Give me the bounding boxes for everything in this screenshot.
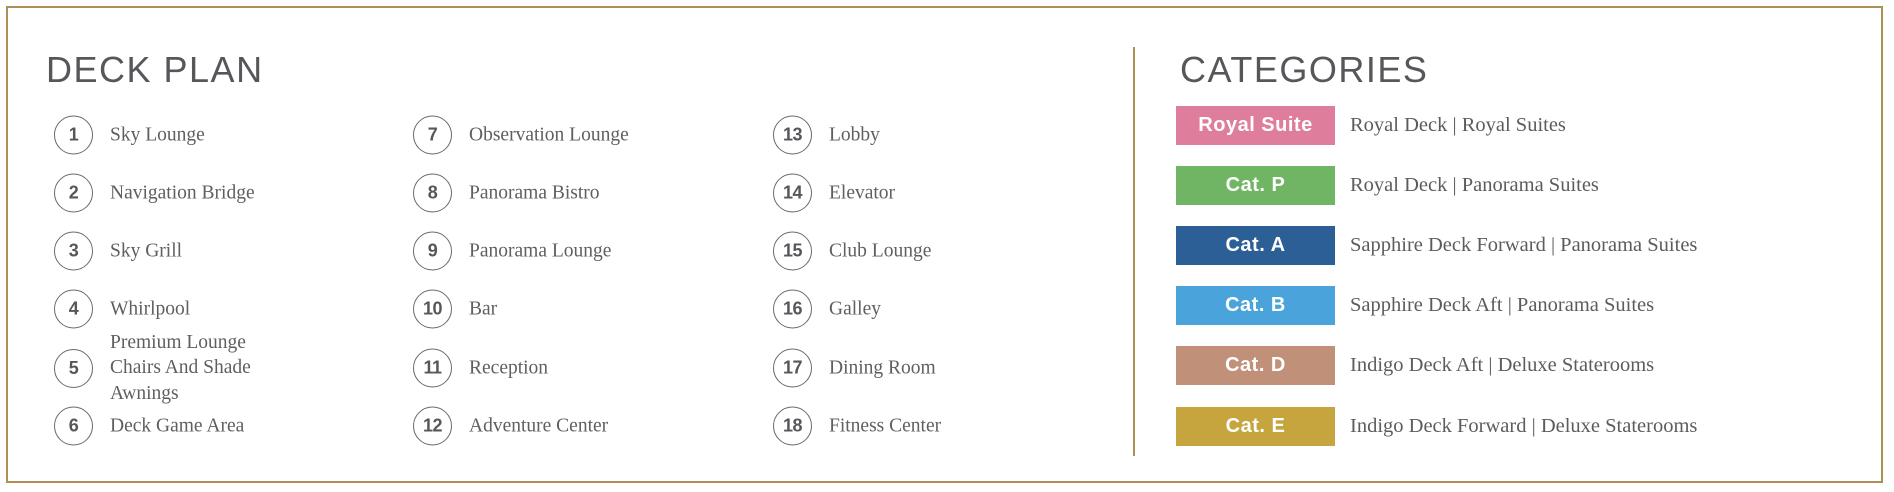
deck-item-14: 14 Elevator xyxy=(773,173,896,213)
number-circle: 12 xyxy=(413,406,452,446)
deck-item-number: 15 xyxy=(782,240,803,261)
deck-item-16: 16 Galley xyxy=(773,289,881,329)
deck-plan-title: DECK PLAN xyxy=(46,49,264,90)
category-row-cat-e: Cat. E Indigo Deck Forward | Deluxe Stat… xyxy=(1176,407,1697,446)
category-badge-cat-a: Cat. A xyxy=(1176,226,1335,265)
deck-item-label: Lobby xyxy=(829,124,880,146)
categories-title: CATEGORIES xyxy=(1180,49,1429,90)
category-row-cat-d: Cat. D Indigo Deck Aft | Deluxe Stateroo… xyxy=(1176,346,1654,385)
category-description: Royal Deck | Panorama Suites xyxy=(1350,174,1599,196)
category-description: Indigo Deck Aft | Deluxe Staterooms xyxy=(1350,354,1655,376)
deck-item-3: 3 Sky Grill xyxy=(54,231,183,271)
category-row-cat-a: Cat. A Sapphire Deck Forward | Panorama … xyxy=(1176,226,1697,265)
number-circle: 18 xyxy=(773,406,812,446)
deck-item-number: 6 xyxy=(68,415,79,436)
deck-item-number: 11 xyxy=(423,357,442,378)
deck-item-9: 9 Panorama Lounge xyxy=(413,231,612,271)
number-circle: 5 xyxy=(54,348,93,388)
deck-item-label: Bar xyxy=(469,298,498,320)
number-circle: 7 xyxy=(413,115,452,155)
deck-item-label: Dining Room xyxy=(829,357,936,379)
number-circle: 2 xyxy=(54,173,93,213)
deck-item-label: Whirlpool xyxy=(110,298,191,320)
number-circle: 13 xyxy=(773,115,812,155)
deck-item-number: 7 xyxy=(427,124,438,145)
deck-item-label: Observation Lounge xyxy=(469,124,629,146)
deck-item-18: 18 Fitness Center xyxy=(773,406,942,446)
category-badge-cat-p: Cat. P xyxy=(1176,166,1335,205)
deck-item-number: 4 xyxy=(68,298,79,319)
deck-plan-card: DECK PLAN 1 Sky Lounge 2 Navigation Brid… xyxy=(6,6,1883,483)
category-badge-cat-e: Cat. E xyxy=(1176,407,1335,446)
category-badge-royal-suite: Royal Suite xyxy=(1176,106,1335,145)
deck-item-number: 14 xyxy=(782,182,803,203)
deck-item-label: Panorama Bistro xyxy=(469,182,600,204)
deck-item-number: 9 xyxy=(427,240,438,261)
deck-item-label: Adventure Center xyxy=(469,415,609,437)
deck-item-4: 4 Whirlpool xyxy=(54,289,191,329)
deck-item-number: 1 xyxy=(68,124,79,145)
deck-item-number: 13 xyxy=(782,124,803,145)
deck-item-13: 13 Lobby xyxy=(773,115,880,155)
deck-item-number: 17 xyxy=(782,357,803,378)
deck-item-12: 12 Adventure Center xyxy=(413,406,609,446)
deck-item-2: 2 Navigation Bridge xyxy=(54,173,255,213)
category-description: Sapphire Deck Forward | Panorama Suites xyxy=(1350,234,1698,256)
number-circle: 8 xyxy=(413,173,452,213)
number-circle: 10 xyxy=(413,289,452,329)
deck-item-number: 3 xyxy=(68,240,79,261)
category-description: Sapphire Deck Aft | Panorama Suites xyxy=(1350,294,1655,316)
number-circle: 16 xyxy=(773,289,812,329)
deck-item-number: 2 xyxy=(68,182,79,203)
deck-item-label: Reception xyxy=(469,357,549,379)
deck-item-label: Panorama Lounge xyxy=(469,240,612,262)
deck-item-17: 17 Dining Room xyxy=(773,348,936,388)
number-circle: 14 xyxy=(773,173,812,213)
deck-item-number: 8 xyxy=(427,182,438,203)
number-circle: 15 xyxy=(773,231,812,271)
deck-item-11: 11 Reception xyxy=(413,348,549,388)
deck-item-number: 5 xyxy=(68,357,79,378)
deck-item-number: 12 xyxy=(422,415,443,436)
deck-item-5: 5 Premium Lounge Chairs And Shade Awning… xyxy=(54,330,270,406)
number-circle: 3 xyxy=(54,231,93,271)
deck-item-label: Fitness Center xyxy=(829,415,942,437)
category-badge-cat-b: Cat. B xyxy=(1176,286,1335,325)
deck-item-1: 1 Sky Lounge xyxy=(54,115,205,155)
deck-item-7: 7 Observation Lounge xyxy=(413,115,629,155)
deck-item-label: Elevator xyxy=(829,182,896,204)
deck-item-label: Deck Game Area xyxy=(110,415,245,437)
number-circle: 11 xyxy=(413,348,452,388)
category-row-cat-p: Cat. P Royal Deck | Panorama Suites xyxy=(1176,166,1599,205)
number-circle: 1 xyxy=(54,115,93,155)
deck-item-label: Sky Lounge xyxy=(110,124,205,146)
number-circle: 6 xyxy=(54,406,93,446)
category-description: Royal Deck | Royal Suites xyxy=(1350,114,1566,136)
category-badge-cat-d: Cat. D xyxy=(1176,346,1335,385)
vertical-divider xyxy=(1133,47,1135,456)
number-circle: 9 xyxy=(413,231,452,271)
category-description: Indigo Deck Forward | Deluxe Staterooms xyxy=(1350,415,1698,437)
category-row-royal-suite: Royal Suite Royal Deck | Royal Suites xyxy=(1176,106,1566,145)
deck-item-label: Premium Lounge Chairs And Shade Awnings xyxy=(110,331,251,404)
deck-item-number: 16 xyxy=(782,298,803,319)
deck-item-number: 10 xyxy=(422,298,443,319)
deck-item-label: Navigation Bridge xyxy=(110,182,255,204)
number-circle: 17 xyxy=(773,348,812,388)
deck-item-label: Club Lounge xyxy=(829,240,932,262)
deck-item-number: 18 xyxy=(782,415,803,436)
deck-item-label: Sky Grill xyxy=(110,240,183,262)
category-row-cat-b: Cat. B Sapphire Deck Aft | Panorama Suit… xyxy=(1176,286,1654,325)
deck-item-6: 6 Deck Game Area xyxy=(54,406,245,446)
deck-item-15: 15 Club Lounge xyxy=(773,231,932,271)
number-circle: 4 xyxy=(54,289,93,329)
deck-item-10: 10 Bar xyxy=(413,289,498,329)
deck-item-label: Galley xyxy=(829,298,881,320)
deck-item-8: 8 Panorama Bistro xyxy=(413,173,600,213)
